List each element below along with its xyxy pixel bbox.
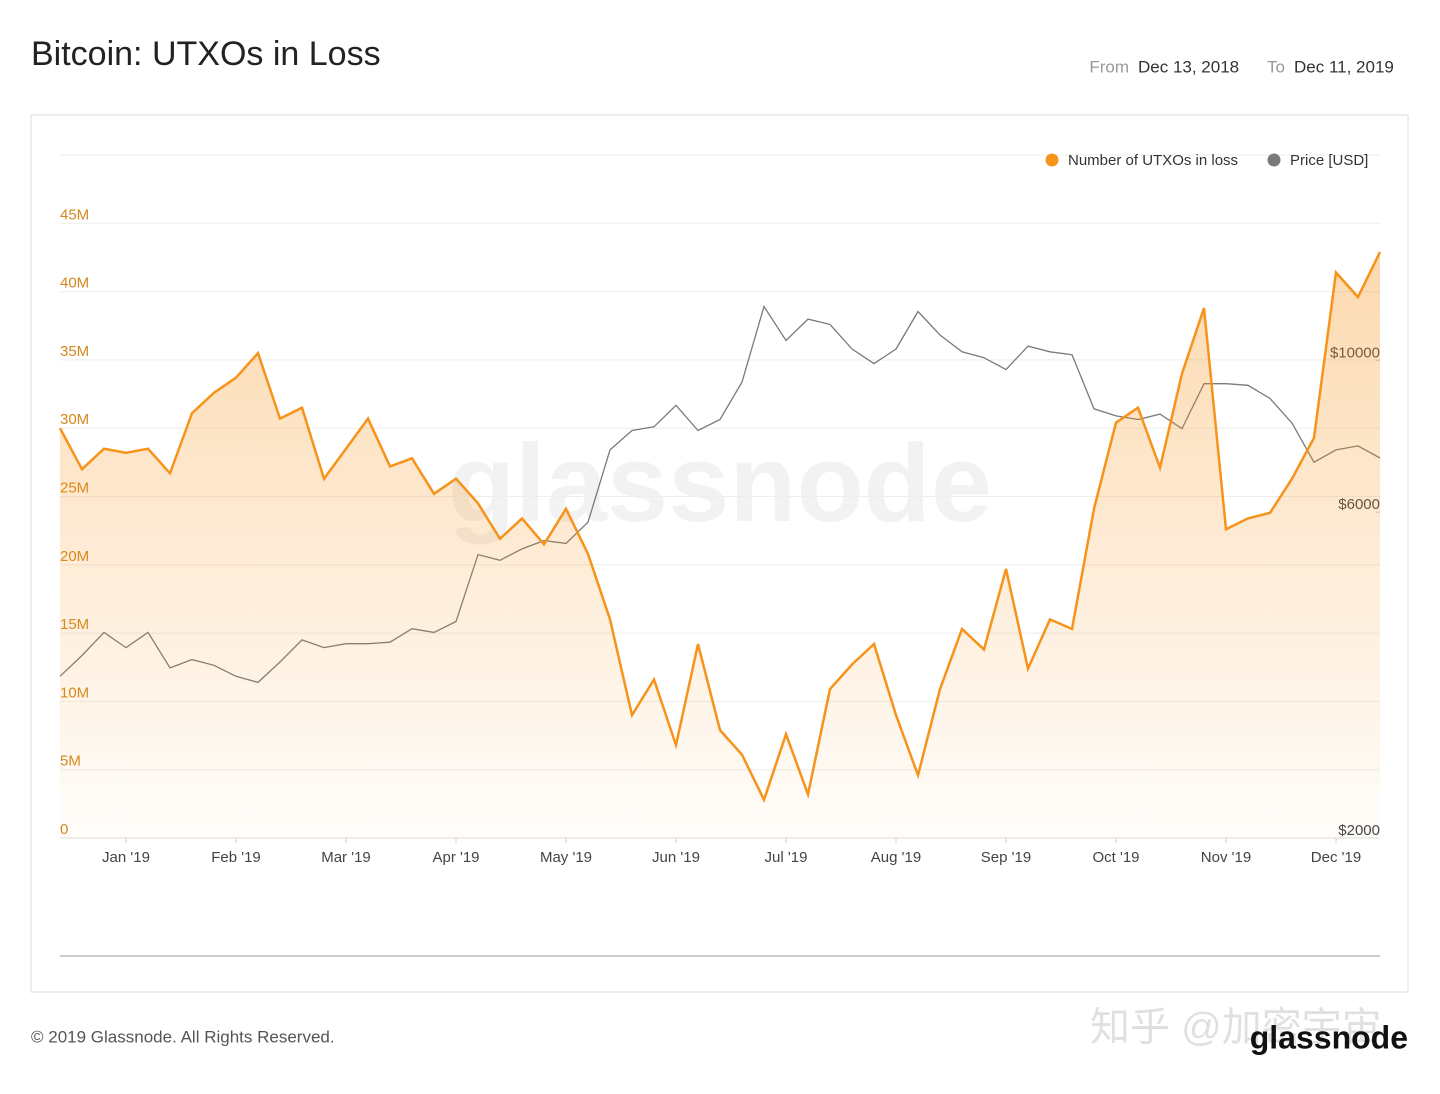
x-tick-label: Nov '19	[1201, 849, 1251, 866]
x-tick-label: Jun '19	[652, 849, 700, 866]
x-tick-label: Jul '19	[765, 849, 808, 866]
legend-label: Number of UTXOs in loss	[1068, 152, 1238, 169]
legend-label: Price [USD]	[1290, 152, 1368, 169]
to-label: To	[1267, 57, 1285, 76]
x-tick-label: Jan '19	[102, 849, 150, 866]
line	[58, 251, 1382, 804]
x-tick-label: Sep '19	[981, 849, 1031, 866]
credit-watermark: 知乎 @加密宇宙	[1090, 1006, 1382, 1050]
legend-swatch	[1267, 153, 1281, 167]
copyright: © 2019 Glassnode. All Rights Reserved.	[31, 1027, 335, 1046]
y-tick-label: 35M	[60, 343, 89, 360]
x-tick-label: May '19	[540, 849, 592, 866]
legend-swatch	[1045, 153, 1059, 167]
chart-frame	[30, 114, 1409, 993]
page-title: Bitcoin: UTXOs in Loss	[31, 35, 381, 73]
y-tick-label: 30M	[60, 411, 89, 428]
from-label: From	[1089, 57, 1129, 76]
y-tick-label: 40M	[60, 275, 89, 292]
plot: 05M10M15M20M25M30M35M40M45M$2000$6000$10…	[58, 152, 1382, 866]
logo: glassnode	[1250, 1019, 1408, 1055]
x-tick-label: Aug '19	[871, 849, 921, 866]
area	[60, 252, 1380, 838]
x-tick-label: Apr '19	[432, 849, 479, 866]
x-tick-label: Oct '19	[1092, 849, 1139, 866]
watermark: glassnode	[448, 422, 992, 545]
to-date: Dec 11, 2019	[1294, 57, 1394, 76]
x-tick-label: Feb '19	[211, 849, 261, 866]
y-tick-label: 45M	[60, 206, 89, 223]
from-date: Dec 13, 2018	[1138, 57, 1239, 76]
x-tick-label: Mar '19	[321, 849, 371, 866]
x-tick-label: Dec '19	[1311, 849, 1361, 866]
